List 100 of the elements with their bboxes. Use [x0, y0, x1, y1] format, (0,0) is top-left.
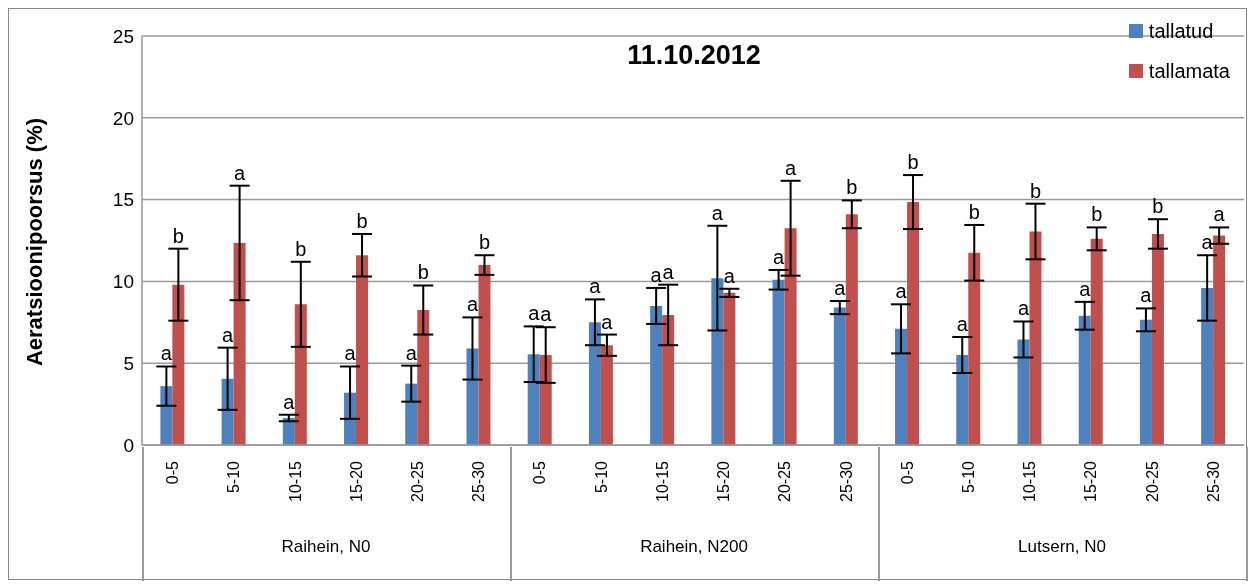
data-label: b — [478, 231, 491, 254]
data-label: a — [528, 302, 541, 325]
bar — [539, 355, 552, 445]
data-label: a — [160, 342, 173, 365]
x-tick-label: 5-10 — [592, 460, 610, 494]
x-tick-label: 15-20 — [1082, 460, 1100, 502]
x-tick-label: 10-15 — [1021, 460, 1039, 502]
bar — [711, 278, 724, 445]
data-label: a — [1079, 277, 1092, 300]
bar — [784, 228, 797, 445]
bar — [1213, 235, 1226, 445]
bar — [478, 265, 491, 445]
data-label: a — [344, 342, 357, 365]
x-tick-label: 25-30 — [1204, 460, 1222, 502]
x-tick-label: 0-5 — [164, 460, 182, 485]
bar — [662, 314, 675, 445]
bar — [356, 255, 369, 445]
bar — [417, 310, 430, 445]
bar — [968, 252, 981, 445]
y-tick-label: 10 — [112, 271, 134, 293]
x-tick-label: 20-25 — [1143, 460, 1161, 502]
x-tick-label: 15-20 — [347, 460, 365, 502]
bar — [527, 354, 540, 445]
y-tick-label: 25 — [112, 25, 134, 47]
bar — [466, 348, 479, 445]
x-tick-label: 5-10 — [225, 460, 243, 494]
bar — [1078, 315, 1091, 445]
x-tick-label: 0-5 — [531, 460, 549, 485]
x-tick-label: 15-20 — [715, 460, 733, 502]
bar — [1017, 339, 1030, 445]
bar — [956, 355, 969, 445]
data-label: a — [773, 245, 786, 268]
bar — [405, 383, 418, 445]
data-label: a — [1140, 284, 1153, 307]
data-label: b — [1152, 195, 1164, 218]
data-label: a — [234, 161, 247, 184]
bar — [907, 202, 920, 445]
data-label: a — [601, 310, 614, 333]
data-label: a — [1017, 297, 1030, 320]
x-tick-label: 5-10 — [960, 460, 977, 494]
bar — [160, 386, 173, 445]
y-tick-label: 15 — [112, 189, 134, 211]
data-label: a — [834, 277, 847, 300]
text: Raihein, N0 — [280, 537, 372, 557]
bar — [833, 307, 846, 445]
x-tick-label: 0-5 — [898, 460, 916, 485]
data-label: b — [907, 151, 919, 174]
text: Raihein, N200 — [639, 537, 749, 557]
x-tick-label: 10-15 — [653, 460, 671, 502]
data-label: a — [711, 201, 724, 224]
data-label: a — [650, 263, 663, 286]
data-label: a — [1201, 231, 1214, 254]
data-label: b — [172, 224, 184, 247]
data-label: a — [466, 293, 479, 316]
legend-label: tallamata — [1148, 59, 1230, 84]
bar — [1090, 238, 1103, 445]
y-axis-title: Aeratsioonipoorsus (%) — [22, 117, 48, 366]
bar — [600, 345, 613, 445]
bar — [723, 292, 736, 445]
data-label: a — [895, 280, 908, 303]
data-label: b — [356, 209, 368, 232]
bar — [772, 279, 785, 445]
legend-label: tallatud — [1148, 19, 1214, 44]
bar — [294, 304, 307, 445]
data-label: a — [405, 341, 418, 364]
bar — [233, 242, 246, 445]
bar — [588, 322, 601, 445]
bar — [650, 305, 663, 445]
data-label: a — [723, 264, 736, 287]
data-label: b — [968, 200, 980, 223]
bar — [1151, 233, 1164, 445]
data-label: a — [1213, 203, 1226, 226]
x-tick-label: 20-25 — [409, 460, 426, 502]
data-label: a — [662, 260, 675, 283]
y-tick-label: 0 — [123, 434, 134, 456]
data-label: a — [589, 275, 602, 298]
x-tick-label: 25-30 — [837, 460, 855, 502]
data-label: b — [295, 237, 307, 260]
y-tick-label: 20 — [112, 107, 134, 129]
bar — [1201, 287, 1214, 445]
text: Lutsern, N0 — [1017, 537, 1107, 557]
x-tick-label: 25-30 — [470, 460, 488, 502]
x-tick-label: 10-15 — [286, 460, 304, 502]
bar — [895, 328, 908, 445]
y-tick-label: 5 — [123, 352, 134, 374]
data-label: a — [785, 156, 798, 179]
bar — [845, 214, 858, 445]
data-label: a — [222, 323, 235, 346]
data-label: a — [540, 303, 553, 326]
bar — [172, 284, 185, 445]
data-label: b — [846, 176, 858, 199]
data-label: a — [956, 313, 969, 336]
data-label: b — [417, 261, 429, 284]
data-label: b — [1029, 179, 1042, 202]
data-label: b — [1091, 203, 1103, 226]
bar — [1029, 231, 1042, 445]
x-tick-label: 20-25 — [776, 460, 794, 502]
bar — [1139, 319, 1152, 445]
data-label: a — [283, 390, 296, 413]
chart-title: 11.10.2012 — [627, 40, 761, 70]
